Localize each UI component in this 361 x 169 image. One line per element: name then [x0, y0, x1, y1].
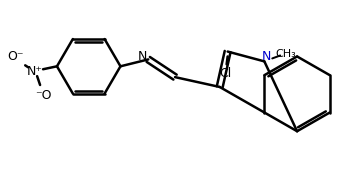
Text: Cl: Cl [219, 67, 232, 80]
Text: ⁻O: ⁻O [35, 89, 51, 102]
Text: N: N [262, 50, 271, 63]
Text: N⁺: N⁺ [27, 65, 43, 78]
Text: N: N [138, 50, 147, 63]
Text: O⁻: O⁻ [7, 50, 23, 63]
Text: CH₃: CH₃ [276, 49, 296, 58]
